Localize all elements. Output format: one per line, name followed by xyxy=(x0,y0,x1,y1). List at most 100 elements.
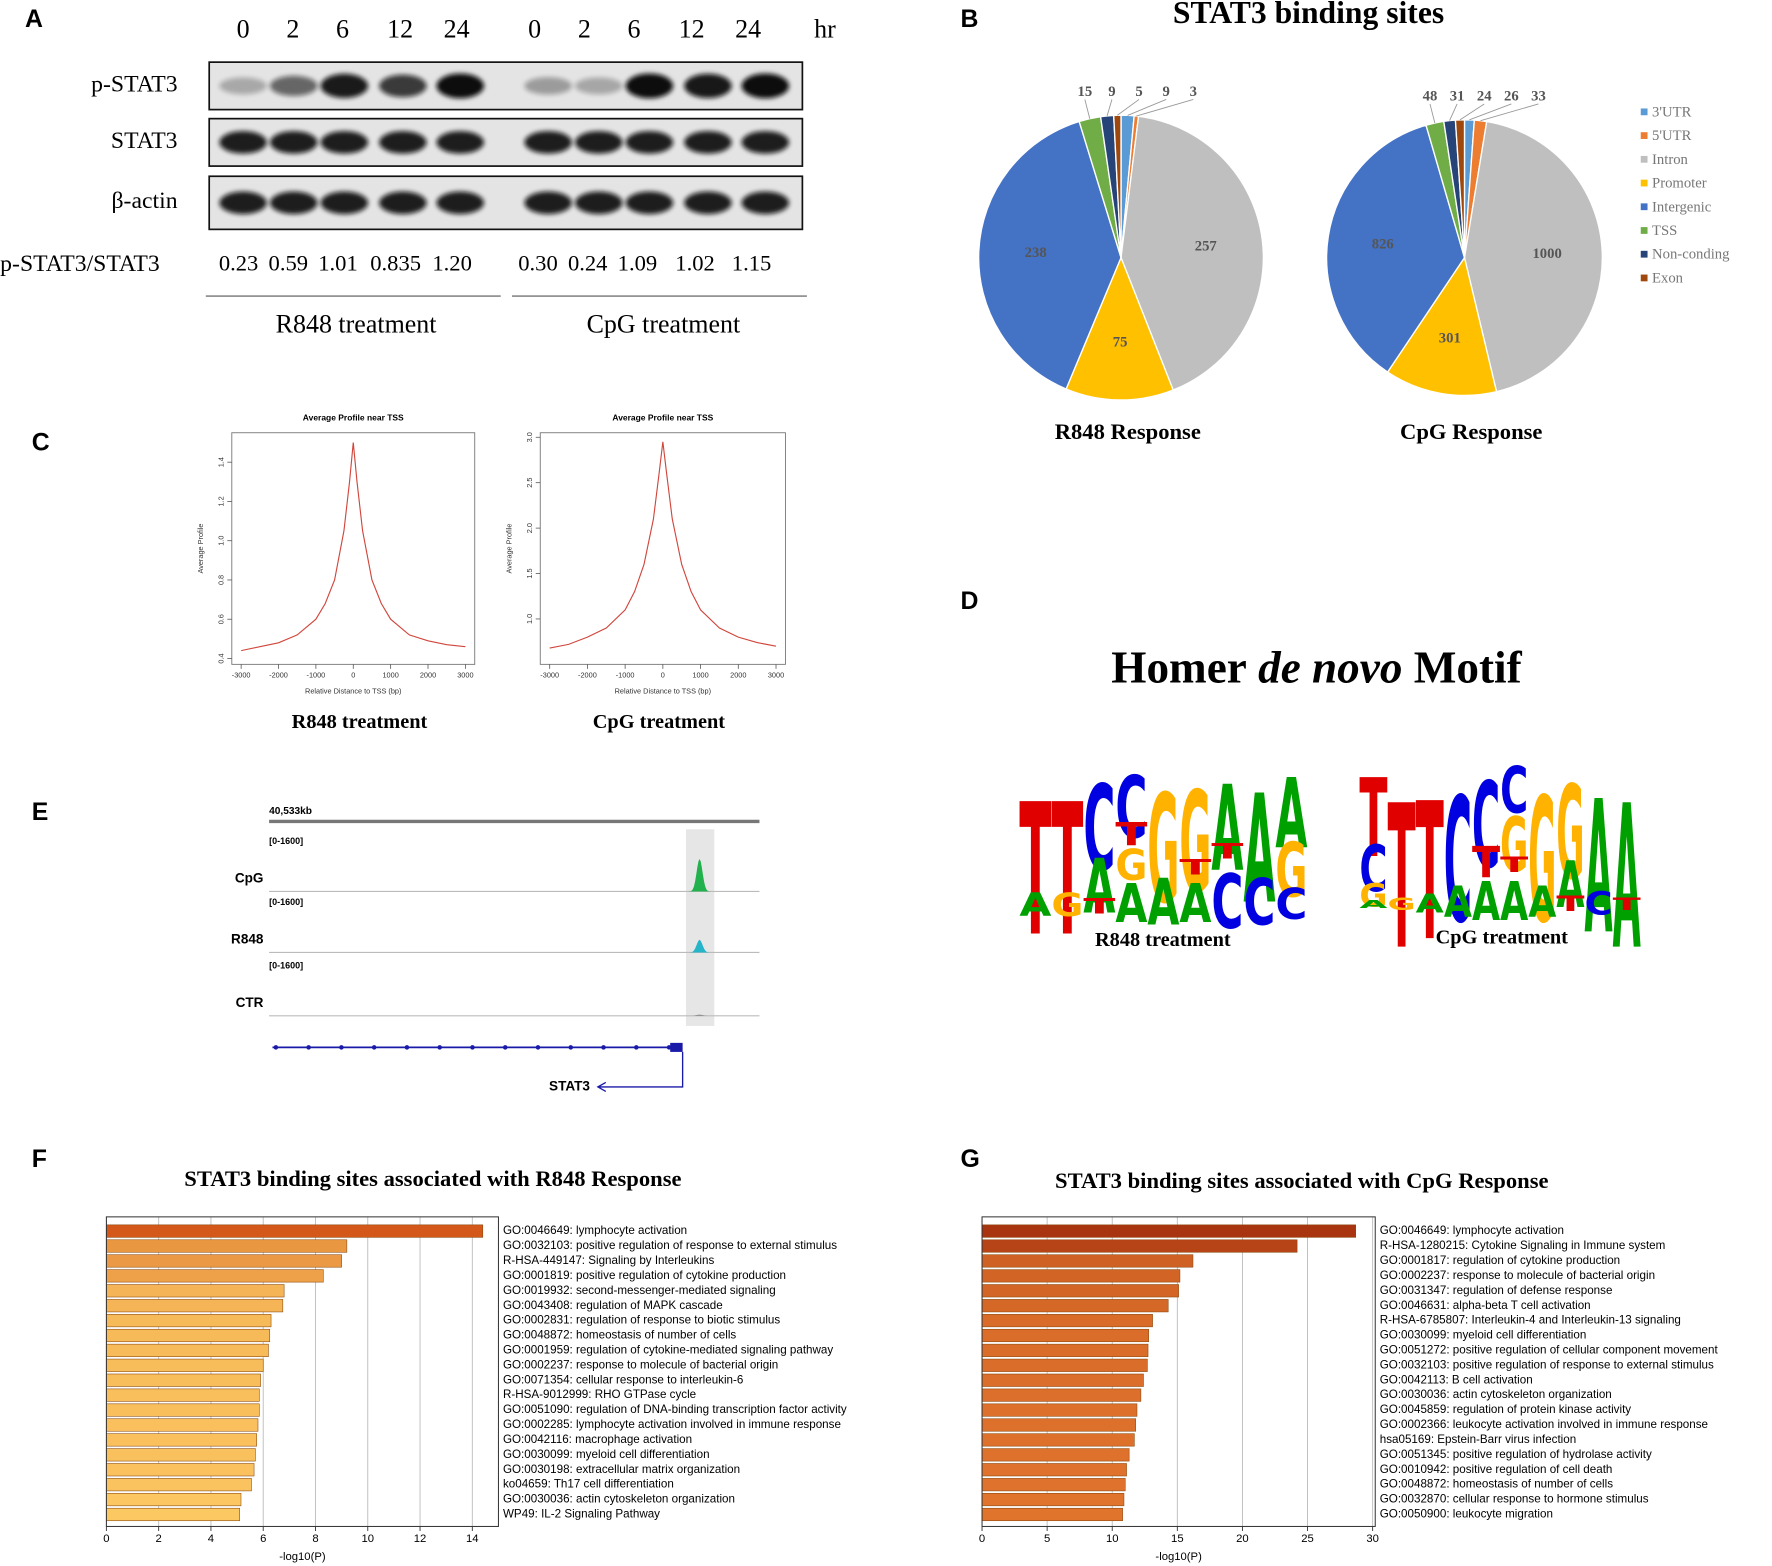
profile-line xyxy=(241,442,466,652)
slice-label: 238 xyxy=(1025,245,1047,261)
motif-letter: G xyxy=(1359,876,1387,914)
panel-label: D xyxy=(961,588,979,615)
bar xyxy=(981,1448,1130,1462)
legend-swatch xyxy=(1640,108,1648,116)
ratio-value: 0.835 xyxy=(370,251,421,276)
bar xyxy=(981,1343,1149,1357)
y-tick-label: 3.0 xyxy=(525,432,534,442)
bar xyxy=(106,1493,242,1507)
blot-band xyxy=(684,191,732,215)
leader-line xyxy=(1084,99,1091,119)
group-label: CpG treatment xyxy=(587,310,741,339)
slice-label: 3 xyxy=(1190,84,1197,100)
term-label: GO:0001817: regulation of cytokine produ… xyxy=(1380,1254,1620,1267)
legend-swatch xyxy=(1640,274,1648,282)
motif-letter: T xyxy=(1472,837,1501,888)
legend-label: 3'UTR xyxy=(1652,104,1692,120)
slice-label: 9 xyxy=(1108,84,1115,100)
term-label: GO:0002366: leukocyte activation involve… xyxy=(1380,1418,1708,1431)
bar xyxy=(981,1433,1135,1447)
pie-slice xyxy=(1386,255,1498,397)
term-label: GO:0001819: positive regulation of cytok… xyxy=(503,1269,786,1282)
track-range: [0-1600] xyxy=(269,897,303,907)
pie-slice xyxy=(1065,255,1175,401)
plot-caption: CpG treatment xyxy=(593,711,726,733)
plot-title: Average Profile near TSS xyxy=(303,412,404,422)
signal-peak xyxy=(686,858,714,892)
bar xyxy=(981,1388,1142,1402)
motif-letter: A xyxy=(1275,758,1307,870)
term-label: GO:0002285: lymphocyte activation involv… xyxy=(503,1418,841,1431)
blot-band xyxy=(524,77,572,95)
slice-label: 301 xyxy=(1439,330,1461,346)
pie-caption: CpG Response xyxy=(1400,419,1542,444)
x-axis-label: Relative Distance to TSS (bp) xyxy=(615,686,711,695)
gene-exon xyxy=(670,1042,683,1052)
bar xyxy=(981,1299,1169,1313)
leader-line xyxy=(1117,99,1140,116)
y-axis-label: Average Profile xyxy=(196,524,205,574)
bar xyxy=(106,1463,255,1477)
slice-label: 5 xyxy=(1135,84,1142,100)
term-label: GO:0030036: actin cytoskeleton organizat… xyxy=(503,1493,735,1506)
motif-letter: T xyxy=(1211,840,1244,865)
term-label: GO:0002831: regulation of response to bi… xyxy=(503,1314,780,1327)
motif-letter: G xyxy=(1388,894,1416,914)
leader-line xyxy=(1429,103,1436,124)
blot-band xyxy=(575,77,623,95)
x-tick-label: 30 xyxy=(1366,1533,1379,1545)
timepoint: 6 xyxy=(336,15,349,44)
bar xyxy=(106,1433,257,1447)
blot-band xyxy=(320,73,369,98)
panel-label: E xyxy=(32,799,49,826)
motif-letter: A xyxy=(1613,762,1641,993)
legend-label: Exon xyxy=(1652,270,1684,286)
x-tick-label: -1000 xyxy=(616,671,635,680)
term-label: GO:0032103: positive regulation of respo… xyxy=(503,1239,837,1252)
y-tick-label: 1.0 xyxy=(217,536,226,546)
legend-label: Promoter xyxy=(1652,176,1707,192)
x-axis-label: Relative Distance to TSS (bp) xyxy=(305,686,401,695)
motif-letter: T xyxy=(1613,894,1641,914)
ratio-value: 1.20 xyxy=(432,251,472,276)
motif-letter: A xyxy=(1115,872,1147,934)
bar xyxy=(981,1328,1149,1343)
motif-letter: C xyxy=(1275,880,1307,929)
motif-letter: T xyxy=(1388,762,1416,993)
gene-marker xyxy=(568,1045,574,1050)
leader-line xyxy=(1106,99,1113,117)
term-label: R-HSA-9012999: RHO GTPase cycle xyxy=(503,1388,696,1401)
motif-letter: G xyxy=(1275,827,1307,915)
bar xyxy=(981,1224,1356,1238)
x-tick-label: -2000 xyxy=(578,671,597,680)
legend-label: Intergenic xyxy=(1652,199,1712,215)
blot-band xyxy=(379,131,427,154)
gene-marker xyxy=(437,1045,442,1050)
bar xyxy=(981,1284,1179,1298)
bar xyxy=(106,1254,342,1268)
term-label: GO:0030036: actin cytoskeleton organizat… xyxy=(1380,1388,1612,1401)
ratio-value: 0.24 xyxy=(568,251,608,276)
x-tick-label: 5 xyxy=(1044,1533,1050,1545)
bar xyxy=(106,1358,264,1372)
legend-label: Non-conding xyxy=(1652,247,1730,263)
plot-title: Average Profile near TSS xyxy=(612,412,713,422)
term-label: ko04659: Th17 cell differentiation xyxy=(503,1478,674,1491)
motif-letter: A xyxy=(1179,872,1211,934)
ratio-value: 0.30 xyxy=(518,251,558,276)
motif-letter: T xyxy=(1083,894,1116,919)
blot-band xyxy=(625,191,674,215)
blot-band xyxy=(436,73,484,99)
pie-slice xyxy=(1325,124,1466,373)
x-tick-label: 14 xyxy=(466,1533,479,1545)
leader-line xyxy=(1480,103,1539,122)
x-tick-label: 3000 xyxy=(457,671,473,680)
legend-swatch xyxy=(1640,179,1648,187)
motif-letter: G xyxy=(1147,763,1179,937)
bar xyxy=(981,1463,1127,1477)
x-tick-label: 1000 xyxy=(692,671,708,680)
x-tick-label: 0 xyxy=(661,671,665,680)
term-label: GO:0030198: extracellular matrix organiz… xyxy=(503,1463,740,1476)
bar xyxy=(106,1388,260,1402)
